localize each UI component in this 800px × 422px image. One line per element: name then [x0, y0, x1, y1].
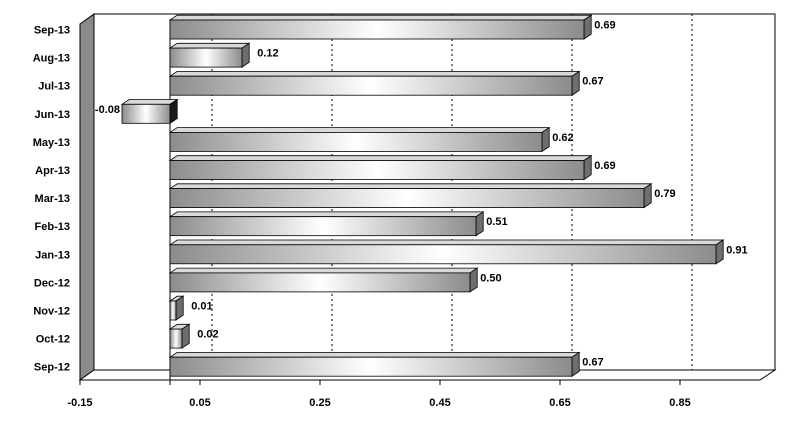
data-label-May-13: 0.62 — [552, 132, 573, 144]
bar-Sep-12 — [168, 351, 581, 377]
bar-front-Aug-13 — [169, 47, 243, 68]
bar-front-Feb-13 — [169, 216, 477, 237]
category-label-Feb-13: Feb-13 — [35, 221, 70, 233]
bar-Apr-13 — [168, 154, 593, 181]
data-label-Sep-12: 0.67 — [582, 357, 603, 369]
category-label-Nov-12: Nov-12 — [33, 306, 70, 318]
category-label-Sep-13: Sep-13 — [34, 25, 70, 37]
category-label-Jul-13: Jul-13 — [38, 81, 70, 93]
bar-top-Apr-13 — [168, 155, 593, 161]
x-tick-labels: -0.15 0.05 0.25 0.45 0.65 0.85 — [67, 380, 691, 409]
bar-Feb-13 — [168, 211, 485, 237]
bar-top-Jun-13 — [120, 99, 179, 105]
bar-top-Mar-13 — [168, 183, 653, 190]
category-labels: Sep-13 Aug-13 Jul-13 Jun-13 May-13 Apr-13 Mar-… — [33, 25, 70, 374]
bar-front-Apr-13 — [169, 160, 585, 180]
category-label-Aug-13: Aug-13 — [33, 53, 70, 65]
data-label-Mar-13: 0.79 — [654, 188, 675, 200]
bar-front-Jan-13 — [169, 244, 717, 265]
bar-front-Mar-13 — [169, 188, 645, 209]
bar-May-13 — [168, 126, 551, 153]
data-label-Dec-12: 0.50 — [480, 272, 501, 284]
bar-top-Sep-12 — [168, 351, 581, 358]
category-label-May-13: May-13 — [33, 137, 70, 149]
category-label-Dec-12: Dec-12 — [34, 277, 70, 289]
bar-Jul-13 — [168, 70, 581, 96]
category-label-Jun-13: Jun-13 — [35, 109, 70, 121]
bar-top-Jul-13 — [168, 71, 581, 77]
data-label-Aug-13: 0.12 — [257, 48, 278, 60]
bar-front-Sep-12 — [169, 356, 573, 377]
data-label-Jun-13: -0.08 — [95, 104, 120, 116]
category-label-Mar-13: Mar-13 — [35, 193, 70, 205]
bar-Sep-13 — [168, 14, 593, 40]
bar-top-Feb-13 — [168, 211, 485, 218]
bar-top-Sep-13 — [168, 14, 593, 21]
bar-Oct-12 — [168, 323, 191, 349]
data-label-Oct-12: 0.02 — [197, 329, 218, 341]
category-label-Oct-12: Oct-12 — [36, 334, 70, 346]
bar-front-Oct-12 — [169, 328, 183, 349]
bars — [120, 14, 725, 377]
data-label-Jan-13: 0.91 — [726, 244, 747, 256]
x-tick-label-5: 0.85 — [669, 397, 690, 409]
bar-top-Jan-13 — [168, 239, 725, 246]
bar-front-Sep-13 — [169, 19, 585, 40]
x-tick-label-1: 0.05 — [189, 397, 210, 409]
side-wall — [79, 13, 95, 381]
x-tick-label-3: 0.45 — [429, 397, 450, 409]
bar-front-Dec-12 — [169, 272, 471, 293]
category-label-Jan-13: Jan-13 — [35, 249, 70, 261]
bar-Aug-13 — [168, 42, 251, 68]
bar-top-May-13 — [168, 127, 551, 133]
bar-top-Dec-12 — [168, 267, 479, 274]
category-label-Sep-12: Sep-12 — [34, 362, 70, 374]
gridlines — [211, 14, 693, 370]
data-labels: 0.69 0.12 0.67 -0.08 0.62 0.69 0.79 0.51 0.91 0.5… — [95, 20, 748, 369]
x-tick-label-4: 0.65 — [549, 397, 570, 409]
category-label-Apr-13: Apr-13 — [35, 165, 70, 177]
bar-Jan-13 — [168, 239, 725, 265]
bar-Dec-12 — [168, 267, 479, 293]
bar-front-Nov-12 — [169, 300, 177, 321]
bar-Jun-13 — [120, 98, 179, 125]
bar-top-Aug-13 — [168, 42, 251, 49]
x-tick-label-0: -0.15 — [67, 397, 92, 409]
x-tick-label-2: 0.25 — [309, 397, 330, 409]
data-label-Nov-12: 0.01 — [191, 301, 212, 313]
bar-front-Jul-13 — [169, 75, 573, 96]
bar-Mar-13 — [168, 183, 653, 209]
data-label-Jul-13: 0.67 — [582, 76, 603, 88]
bar-front-May-13 — [169, 131, 543, 152]
data-label-Feb-13: 0.51 — [486, 216, 507, 228]
bar-front-Jun-13 — [121, 103, 171, 124]
data-label-Apr-13: 0.69 — [594, 160, 615, 172]
data-label-Sep-13: 0.69 — [594, 20, 615, 32]
bar-Nov-12 — [168, 295, 185, 321]
